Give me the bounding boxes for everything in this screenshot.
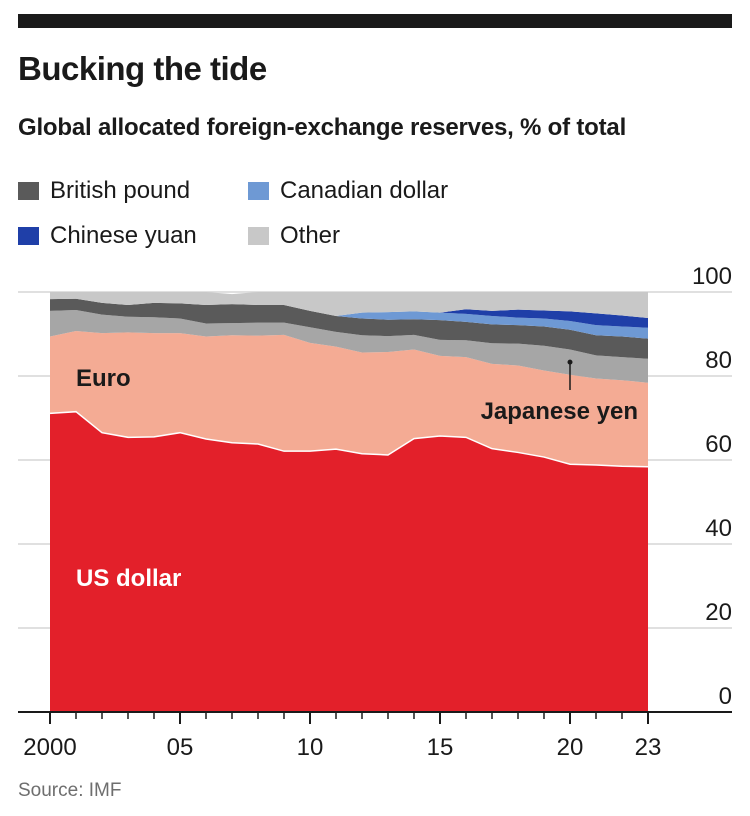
x-tick-label: 2000 [23, 734, 76, 761]
source-note: Source: IMF [18, 780, 122, 801]
area-other [50, 292, 648, 319]
area-british-pound [50, 298, 648, 359]
legend-label-canadian-dollar: Canadian dollar [280, 177, 449, 204]
y-tick-label: 0 [719, 683, 732, 710]
x-tick-label: 05 [167, 734, 194, 761]
legend-item-other: Other [248, 222, 340, 250]
area-us-dollar [50, 411, 648, 712]
legend-item-british-pound: British pound [18, 177, 190, 205]
x-tick-label: 20 [557, 734, 584, 761]
chart-title: Bucking the tide [18, 50, 267, 87]
legend-swatch-british-pound [18, 182, 39, 200]
euro-label: Euro [76, 365, 131, 392]
series-separator [49, 410, 649, 468]
legend-label-british-pound: British pound [50, 177, 191, 204]
legend-label-other: Other [280, 222, 341, 249]
y-tick-label: 20 [705, 599, 732, 626]
japanese-yen-label: Japanese yen [481, 398, 638, 425]
us-dollar-label: US dollar [76, 565, 181, 592]
chart-subtitle: Global allocated foreign-exchange reserv… [18, 114, 627, 141]
legend-swatch-other [248, 227, 269, 245]
legend-item-canadian-dollar: Canadian dollar [248, 177, 448, 205]
x-tick-label: 23 [635, 734, 662, 761]
y-tick-label: 60 [705, 431, 732, 458]
y-tick-label: 80 [705, 347, 732, 374]
legend-swatch-canadian-dollar [248, 182, 269, 200]
x-tick-label: 15 [427, 734, 454, 761]
y-tick-label: 40 [705, 515, 732, 542]
legend-label-chinese-yuan: Chinese yuan [50, 222, 197, 249]
legend-swatch-chinese-yuan [18, 227, 39, 245]
header-rule [18, 14, 732, 28]
x-tick-label: 10 [297, 734, 324, 761]
y-tick-label: 100 [692, 263, 732, 290]
area-euro [50, 331, 648, 467]
area-canadian-dollar [50, 298, 648, 339]
area-chinese-yuan [50, 298, 648, 328]
area-japanese-yen [50, 310, 648, 383]
japanese-yen-pointer-dot [567, 359, 573, 365]
legend-item-chinese-yuan: Chinese yuan [18, 222, 197, 250]
